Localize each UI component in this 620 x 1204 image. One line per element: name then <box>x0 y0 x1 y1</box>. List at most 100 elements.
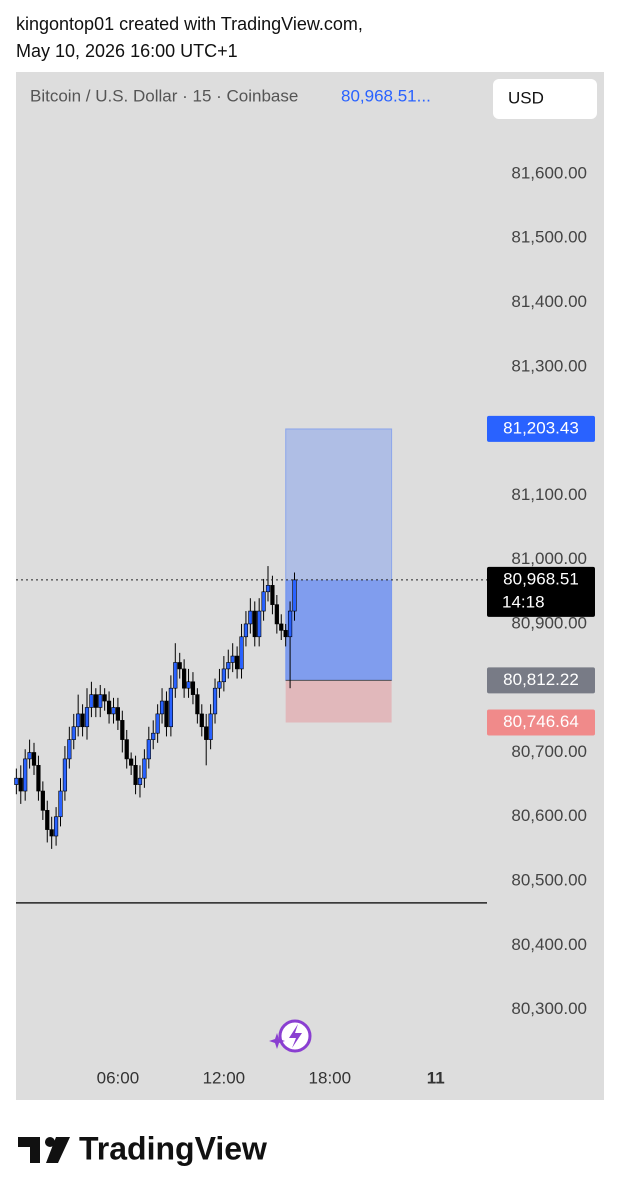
candle-body <box>252 610 257 638</box>
candle-body <box>164 700 169 728</box>
y-tick-label: 81,300.00 <box>511 356 587 375</box>
symbol-price: 80,968.51... <box>341 86 431 105</box>
candle-body <box>67 739 72 760</box>
currency-label[interactable]: USD <box>508 88 544 107</box>
candle-body <box>27 752 32 760</box>
x-tick-label: 06:00 <box>97 1068 140 1087</box>
candle-body <box>58 790 63 818</box>
y-tick-label: 80,900.00 <box>511 613 587 632</box>
candle-body <box>146 739 151 760</box>
candle-body <box>115 707 120 721</box>
y-tick-label: 80,700.00 <box>511 742 587 761</box>
candle-body <box>173 662 178 689</box>
candle-body <box>265 585 271 593</box>
sparkle <box>269 1033 285 1049</box>
candle-body <box>93 694 98 708</box>
candle-body <box>287 610 293 638</box>
loss-zone <box>285 680 392 723</box>
x-tick-label: 18:00 <box>309 1068 352 1087</box>
candle-body <box>36 765 41 792</box>
candle-body <box>177 662 182 670</box>
candle-body <box>14 777 19 785</box>
logo-mark <box>46 1137 70 1163</box>
y-tick-label: 81,100.00 <box>511 485 587 504</box>
candle-body <box>226 662 231 670</box>
candle-body <box>212 687 218 715</box>
candle-body <box>76 713 81 728</box>
candle-body <box>53 816 59 837</box>
candle-body <box>195 694 200 715</box>
stop-label: 80,746.64 <box>503 712 579 731</box>
assistant-bolt <box>289 1024 302 1048</box>
y-tick-label: 81,600.00 <box>511 163 587 182</box>
candle-body <box>18 777 23 792</box>
target-box <box>487 415 595 442</box>
candle-body <box>283 630 288 638</box>
candle-body <box>274 604 279 625</box>
x-tick-label: 11 <box>427 1068 445 1087</box>
candle-body <box>31 752 37 766</box>
y-tick-label: 80,300.00 <box>511 999 587 1018</box>
candle-body <box>261 591 266 612</box>
y-tick-label: 81,400.00 <box>511 292 587 311</box>
candle-body <box>239 636 244 670</box>
candle-body <box>129 758 134 766</box>
candle-body <box>182 668 187 689</box>
logo-mark <box>18 1137 40 1163</box>
candle-body <box>84 707 90 728</box>
last-price-box <box>487 566 595 617</box>
target-label: 81,203.43 <box>503 418 579 437</box>
candle-body <box>230 655 235 663</box>
candle-body <box>142 758 147 779</box>
y-tick-label: 80,500.00 <box>511 871 587 890</box>
candle-body <box>151 732 156 740</box>
candle-body <box>49 829 54 837</box>
symbol-title: Bitcoin / U.S. Dollar · 15 · Coinbase <box>30 86 298 105</box>
candle-body <box>98 694 103 708</box>
countdown-label: 14:18 <box>502 592 545 611</box>
candle-body <box>124 739 129 760</box>
candle-body <box>45 810 50 830</box>
candle-body <box>120 720 125 740</box>
candle-body <box>168 687 173 728</box>
candle-body <box>279 623 284 631</box>
candle-body <box>106 700 112 715</box>
last-price-label: 80,968.51 <box>503 569 579 588</box>
candle-body <box>137 777 143 785</box>
candle-body <box>208 713 213 740</box>
entry-box <box>487 667 595 694</box>
filled-profit <box>285 579 392 681</box>
candle-body <box>89 694 94 708</box>
y-tick-label: 80,400.00 <box>511 935 587 954</box>
candle-body <box>204 726 209 740</box>
candle-body <box>270 585 275 605</box>
header-line: kingontop01 created with TradingView.com… <box>16 14 363 34</box>
candle-body <box>190 681 196 695</box>
candle-body <box>62 758 68 792</box>
entry-label: 80,812.22 <box>503 670 579 689</box>
stop-box <box>487 709 595 736</box>
y-tick-label: 80,600.00 <box>511 806 587 825</box>
candle-body <box>186 681 191 689</box>
candle-body <box>155 713 160 734</box>
candle-body <box>71 726 76 740</box>
candle-body <box>102 694 107 702</box>
logo-mark <box>45 1137 55 1147</box>
y-tick-label: 81,000.00 <box>511 549 587 568</box>
candle-body <box>235 655 240 670</box>
candle-body <box>111 707 116 715</box>
currency-button[interactable] <box>493 79 597 119</box>
candle-body <box>133 765 138 785</box>
candle-body <box>248 610 253 625</box>
header-line: May 10, 2026 16:00 UTC+1 <box>16 41 238 61</box>
y-tick-label: 81,500.00 <box>511 228 587 247</box>
candle-body <box>23 758 28 792</box>
candle-body <box>40 790 45 811</box>
logo-text: TradingView <box>79 1130 267 1166</box>
candle-body <box>217 681 222 689</box>
x-tick-label: 12:00 <box>203 1068 246 1087</box>
candle-body <box>243 623 249 638</box>
candle-body <box>292 579 297 612</box>
